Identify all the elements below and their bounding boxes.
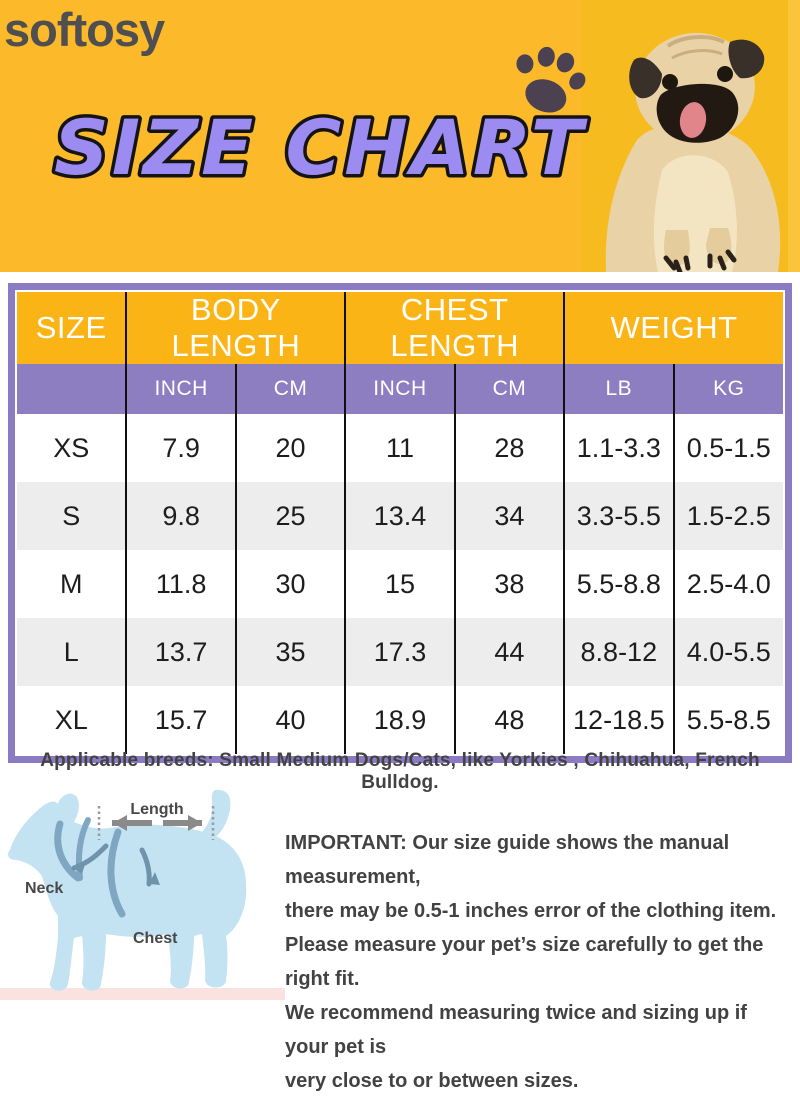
value-cell: 35 (234, 618, 346, 686)
value-cell: 25 (234, 482, 346, 550)
value-cell: 9.8 (125, 482, 236, 550)
value-cell: 28 (453, 414, 565, 482)
brand-logo: softosy (4, 3, 165, 56)
size-table-container: SIZE BODY LENGTH CHEST LENGTH WEIGHT INC… (8, 283, 792, 763)
table-row-xs: XS 7.9 20 11 28 1.1-3.3 0.5-1.5 (17, 414, 783, 482)
sub-header-row: INCH CM INCH CM LB KG (17, 364, 783, 414)
banner: softosy (0, 0, 800, 272)
value-cell: 17.3 (344, 618, 455, 686)
value-cell: 44 (453, 618, 565, 686)
value-cell: 48 (453, 686, 565, 754)
value-cell: 15.7 (125, 686, 236, 754)
sub-header-lb: LB (563, 364, 674, 414)
page-title-art: SIZE CHART (51, 100, 589, 196)
value-cell: 5.5-8.8 (563, 550, 674, 618)
applicable-breeds-note: Applicable breeds: Small Medium Dogs/Cat… (40, 750, 760, 793)
value-cell: 12-18.5 (563, 686, 674, 754)
value-cell: 0.5-1.5 (672, 414, 783, 482)
value-cell: 13.7 (125, 618, 236, 686)
value-cell: 38 (453, 550, 565, 618)
value-cell: 30 (234, 550, 346, 618)
sub-header-cm-chest: CM (453, 364, 565, 414)
important-note: IMPORTANT: Our size guide shows the manu… (285, 832, 777, 1092)
value-cell: 20 (234, 414, 346, 482)
sub-header-blank (17, 364, 127, 414)
ground-strip (0, 988, 285, 1000)
value-cell: 1.5-2.5 (672, 482, 783, 550)
sub-header-kg: KG (672, 364, 783, 414)
value-cell: 7.9 (125, 414, 236, 482)
paw-print-icon (516, 46, 586, 113)
size-cell: XS (17, 414, 127, 482)
neck-label: Neck (25, 880, 63, 897)
group-header-row: SIZE BODY LENGTH CHEST LENGTH WEIGHT (17, 292, 783, 364)
pug-photo (582, 0, 800, 272)
table-row-l: L 13.7 35 17.3 44 8.8-12 4.0-5.5 (17, 618, 783, 686)
group-header-chest-length: CHEST LENGTH (344, 292, 565, 364)
value-cell: 2.5-4.0 (672, 550, 783, 618)
size-table: SIZE BODY LENGTH CHEST LENGTH WEIGHT INC… (17, 292, 783, 754)
value-cell: 40 (234, 686, 346, 754)
size-cell: M (17, 550, 127, 618)
value-cell: 5.5-8.5 (672, 686, 783, 754)
value-cell: 15 (344, 550, 455, 618)
value-cell: 18.9 (344, 686, 455, 754)
size-cell: L (17, 618, 127, 686)
value-cell: 1.1-3.3 (563, 414, 674, 482)
table-row-xl: XL 15.7 40 18.9 48 12-18.5 5.5-8.5 (17, 686, 783, 754)
size-cell: XL (17, 686, 127, 754)
table-row-m: M 11.8 30 15 38 5.5-8.8 2.5-4.0 (17, 550, 783, 618)
value-cell: 11 (344, 414, 455, 482)
pug-illustration (582, 0, 800, 272)
value-cell: 11.8 (125, 550, 236, 618)
table-row-s: S 9.8 25 13.4 34 3.3-5.5 1.5-2.5 (17, 482, 783, 550)
page-title: SIZE CHART (54, 103, 588, 192)
group-header-size: SIZE (17, 292, 127, 364)
value-cell: 34 (453, 482, 565, 550)
sub-header-inch-chest: INCH (344, 364, 455, 414)
group-header-weight: WEIGHT (563, 292, 783, 364)
sub-header-inch-body: INCH (125, 364, 236, 414)
value-cell: 3.3-5.5 (563, 482, 674, 550)
length-label: Length (130, 801, 183, 818)
group-header-body-length: BODY LENGTH (125, 292, 346, 364)
measuring-diagram: Length Neck Chest (0, 789, 285, 1000)
dog-silhouette (8, 793, 247, 991)
size-cell: S (17, 482, 127, 550)
value-cell: 8.8-12 (563, 618, 674, 686)
value-cell: 13.4 (344, 482, 455, 550)
value-cell: 4.0-5.5 (672, 618, 783, 686)
chest-label: Chest (133, 930, 178, 947)
sub-header-cm-body: CM (234, 364, 346, 414)
